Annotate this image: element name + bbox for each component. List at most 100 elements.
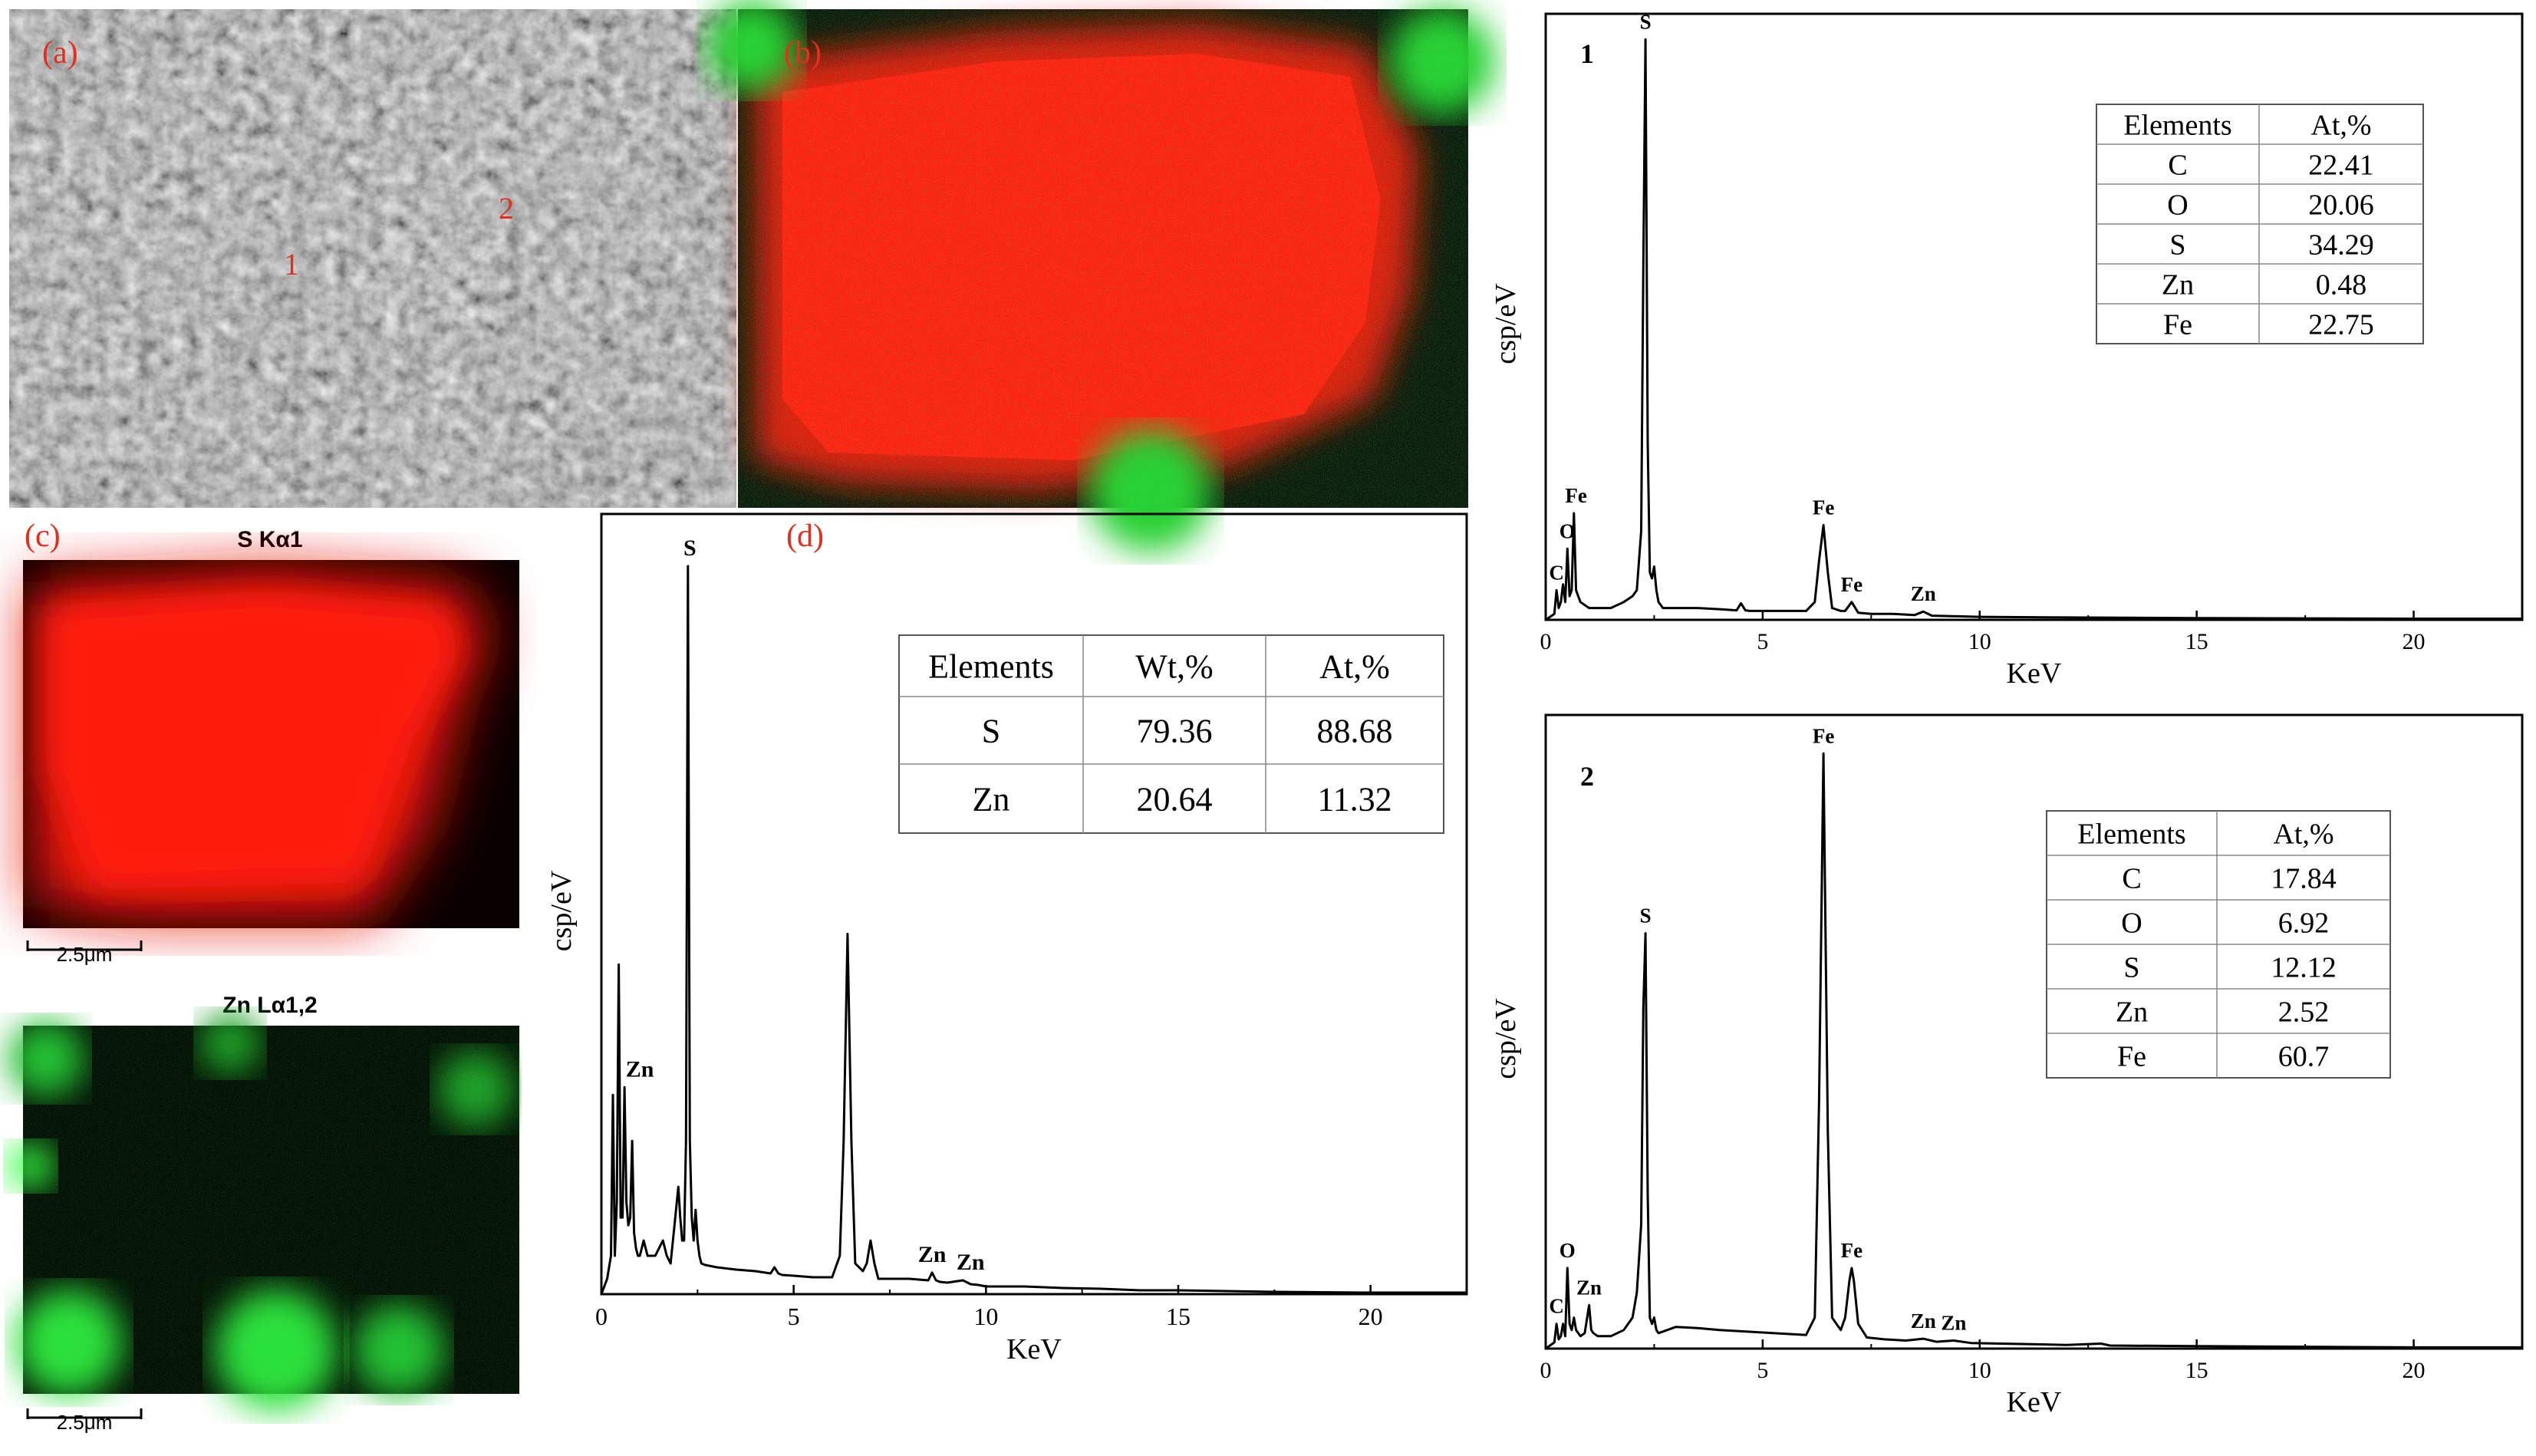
peak-label: Fe [1565,484,1586,507]
zn-map-scale-label: 2.5μm [57,1411,113,1434]
peak-label: O [1559,1239,1576,1262]
plot-frame [1544,12,2524,621]
table-header-cell: Wt,% [1135,647,1213,685]
peak-label: Fe [1841,1239,1862,1262]
table-cell: S [982,712,1000,749]
table-cell: 2.52 [2278,996,2330,1028]
x-tick-label: 5 [1757,629,1768,654]
spectrum-line [1545,38,2522,621]
chart-title: 1 [1580,38,1594,69]
x-axis-label: KeV [2007,1386,2062,1418]
x-axis-label: KeV [1006,1333,1062,1365]
x-tick-label: 20 [2403,1358,2426,1383]
elemental-maps-panel: (c) S Kα1 2.5μm Zn Lα1,2 2.5μm [8,519,519,1434]
spectrum-chart-d: 0 5 10 15 20 KeV csp/eV (d) S Zn Zn Zn Elements Wt,% A… [545,512,1468,1365]
table-header-cell: Elements [2123,109,2231,141]
sem-point-1: 1 [284,247,299,282]
table-cell: 88.68 [1317,712,1393,749]
x-tick-label: 15 [2185,1358,2208,1383]
element-table [898,634,1444,834]
x-tick-label: 10 [973,1303,998,1330]
table-cell: 79.36 [1137,712,1213,749]
table-header-cell: Elements [2077,818,2185,850]
zn-map-speckle [23,1026,519,1394]
peak-label: Zn [957,1250,985,1275]
table-cell: 22.41 [2308,149,2374,181]
plot-frame [1544,713,2524,1350]
table-cell: S [2123,951,2139,983]
panel-label-c: (c) [25,519,61,554]
chart-title: (d) [786,519,824,554]
table-cell: 6.92 [2278,907,2330,939]
s-map-signal-core [46,591,460,890]
table-cell: 34.29 [2308,229,2374,261]
table-cell: 17.84 [2271,862,2337,894]
chart-title: 2 [1580,761,1594,792]
y-axis-label: csp/eV [545,870,578,951]
table-cell: 11.32 [1317,780,1392,818]
peak-label: Zn [626,1056,654,1082]
overlay-speckle [738,9,1468,508]
s-map-title: S Kα1 [237,527,302,552]
peak-label: Zn [1911,1309,1936,1332]
peak-label: C [1549,1295,1564,1318]
x-tick-label: 5 [788,1303,800,1330]
x-tick-label: 20 [2403,629,2426,654]
table-cell: 0.48 [2316,268,2367,301]
y-axis-label: csp/eV [1490,283,1522,364]
peak-label: Zn [1941,1311,1966,1334]
x-tick-label: 20 [1359,1303,1383,1330]
x-tick-label: 5 [1757,1358,1768,1383]
table-cell: 20.06 [2308,189,2374,221]
x-tick-label: 10 [1968,629,1991,654]
table-cell: Zn [2162,268,2194,301]
spectrum-line [600,565,1467,1295]
table-header-cell: Elements [928,647,1054,685]
table-cell: 12.12 [2271,951,2337,983]
panel-label-b: (b) [784,35,822,71]
peak-label: S [683,535,697,561]
peak-label: Fe [1813,724,1834,747]
x-tick-label: 0 [1540,629,1552,654]
sem-image-panel: (a) 1 2 [9,9,736,508]
table-cell: Fe [2117,1040,2146,1072]
sem-point-2: 2 [499,191,514,226]
peak-label: Zn [1576,1276,1602,1299]
x-tick-label: 15 [1166,1303,1191,1330]
plot-frame [600,512,1468,1296]
peak-label: Zn [918,1242,947,1267]
table-cell: C [2168,149,2187,181]
overlay-map-panel: (b) [706,0,1496,552]
x-tick-label: 10 [1968,1358,1991,1383]
x-axis-label: KeV [2007,657,2062,690]
table-cell: S [2169,229,2185,261]
peak-label: C [1549,561,1564,584]
peak-label: S [1640,904,1652,927]
table-header-cell: At,% [2273,818,2333,850]
sem-texture [9,9,736,508]
x-tick-label: 15 [2185,629,2208,654]
table-cell: C [2122,862,2141,894]
table-cell: Fe [2163,308,2192,341]
table-cell: 22.75 [2308,308,2374,341]
table-cell: O [2167,189,2188,221]
panel-label-a: (a) [42,35,78,71]
s-map-scale-label: 2.5μm [57,943,113,966]
table-header-cell: At,% [2310,109,2371,141]
x-tick-label: 0 [595,1303,608,1330]
spectrum-line [1545,752,2522,1350]
x-tick-label: 0 [1540,1358,1552,1383]
y-axis-label: csp/eV [1490,998,1522,1079]
table-cell: 20.64 [1137,780,1213,818]
table-cell: 60.7 [2278,1040,2330,1072]
peak-label: Zn [1911,582,1936,605]
peak-label: Fe [1841,573,1862,596]
table-cell: Zn [2116,996,2148,1028]
table-cell: Zn [973,780,1010,818]
peak-label: Fe [1813,496,1834,519]
peak-label: S [1640,10,1652,33]
